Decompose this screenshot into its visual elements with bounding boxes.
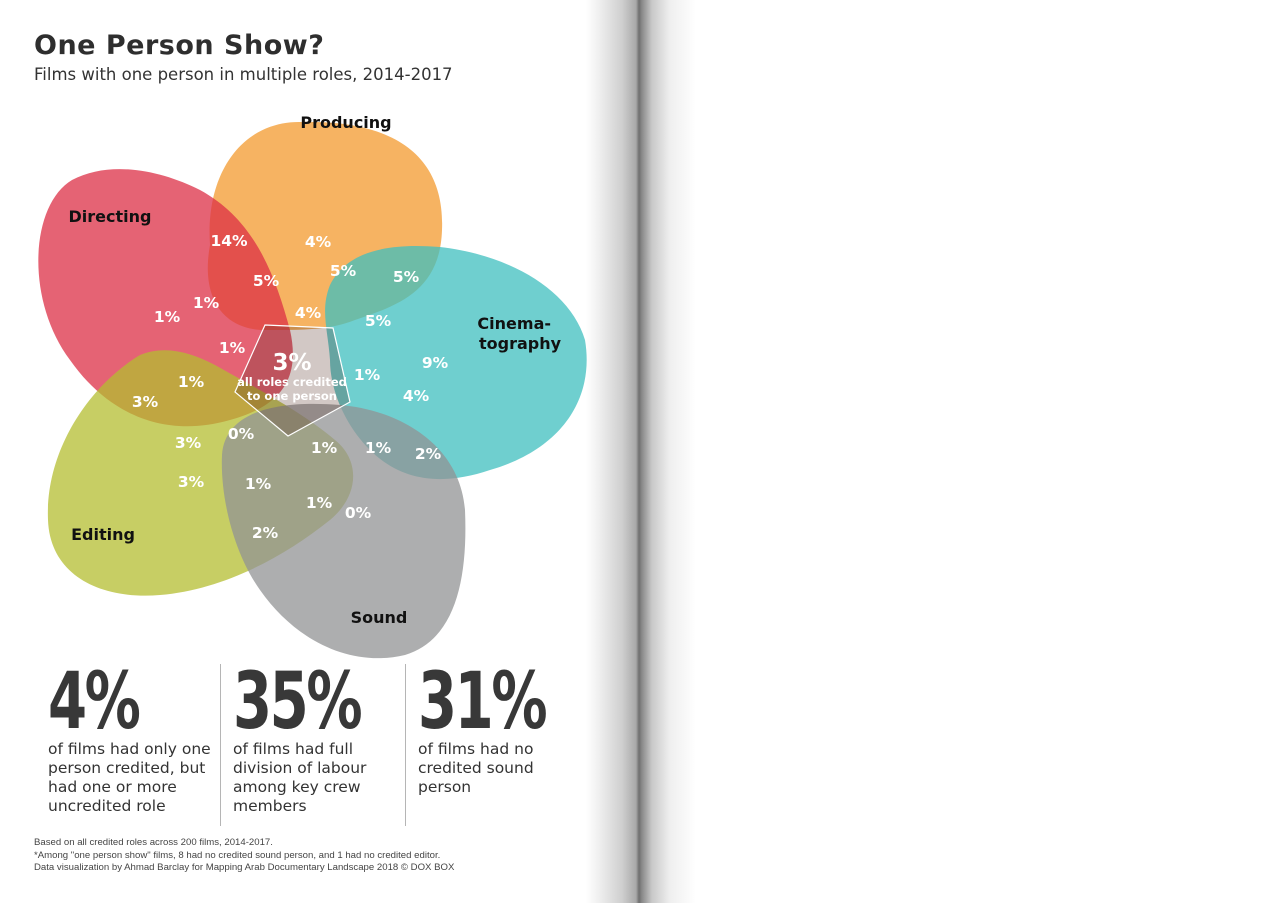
region-value-label: 1% (311, 439, 338, 457)
directing-set-shape (38, 169, 293, 427)
region-value-label: 0% (345, 504, 372, 522)
region-value-label: 5% (393, 268, 420, 286)
region-value-label: 2% (252, 524, 279, 542)
center-value: 3% (272, 350, 311, 376)
region-value-label: 2% (415, 445, 442, 463)
chart-subtitle: Films with one person in multiple roles,… (34, 65, 453, 84)
set-label-cinematography: Cinema- tography (477, 314, 561, 353)
set-label-editing: Editing (71, 525, 135, 544)
set-label-producing: Producing (300, 113, 391, 132)
set-label-directing: Directing (69, 207, 152, 226)
stat-value: 35% (233, 657, 363, 747)
stat-description: of films had only one person credited, b… (48, 740, 211, 815)
region-value-label: 1% (193, 294, 220, 312)
center-label-line1: all roles credited (237, 375, 347, 389)
set-label-cinematography-line2: tography (479, 334, 562, 353)
region-value-label: 1% (154, 308, 181, 326)
right-page (696, 0, 1280, 903)
region-value-label: 5% (365, 312, 392, 330)
region-value-label: 9% (422, 354, 449, 372)
venn-diagram: Producing Directing Editing Sound Cinema… (38, 113, 587, 659)
stat-divider (220, 664, 221, 826)
stat-no-sound: 31% of films had no credited sound perso… (418, 662, 577, 797)
stat-one-person-uncredited: 4% of films had only one person credited… (48, 662, 228, 816)
footnote-line: Based on all credited roles across 200 f… (34, 837, 273, 848)
center-region-outline (234, 324, 351, 437)
region-value-label: 1% (354, 366, 381, 384)
book-gutter (586, 0, 696, 903)
footnote-line: *Among "one person show" films, 8 had no… (34, 849, 441, 861)
region-value-label: 5% (253, 272, 280, 290)
region-value-label: 3% (178, 473, 205, 491)
footnotes: Based on all credited roles across 200 f… (34, 837, 454, 875)
stat-full-division: 35% of films had full division of labour… (233, 662, 393, 816)
region-value-label: 1% (219, 339, 246, 357)
region-value-label: 1% (178, 373, 205, 391)
stat-description: of films had no credited sound person (418, 740, 534, 796)
center-label-line2: to one person (247, 389, 337, 403)
region-value-label: 14% (210, 232, 248, 250)
region-value-label: 0% (228, 425, 255, 443)
stat-divider (405, 664, 406, 826)
chart-title: One Person Show? (34, 30, 325, 61)
footnote-line: Data visualization by Ahmad Barclay for … (34, 862, 455, 873)
region-value-label: 3% (132, 393, 159, 411)
region-value-label: 1% (365, 439, 392, 457)
region-value-label: 1% (306, 494, 333, 512)
stat-value: 4% (48, 657, 141, 747)
set-label-cinematography-line1: Cinema- (477, 314, 551, 333)
sound-set-shape (221, 403, 466, 659)
region-value-label: 1% (245, 475, 272, 493)
stat-description: of films had full division of labour amo… (233, 740, 367, 815)
region-value-label: 4% (403, 387, 430, 405)
region-value-label: 5% (330, 262, 357, 280)
region-value-label: 4% (295, 304, 322, 322)
region-value-label: 3% (175, 434, 202, 452)
region-value-label: 4% (305, 233, 332, 251)
stat-value: 31% (418, 657, 548, 747)
set-label-sound: Sound (351, 608, 408, 627)
